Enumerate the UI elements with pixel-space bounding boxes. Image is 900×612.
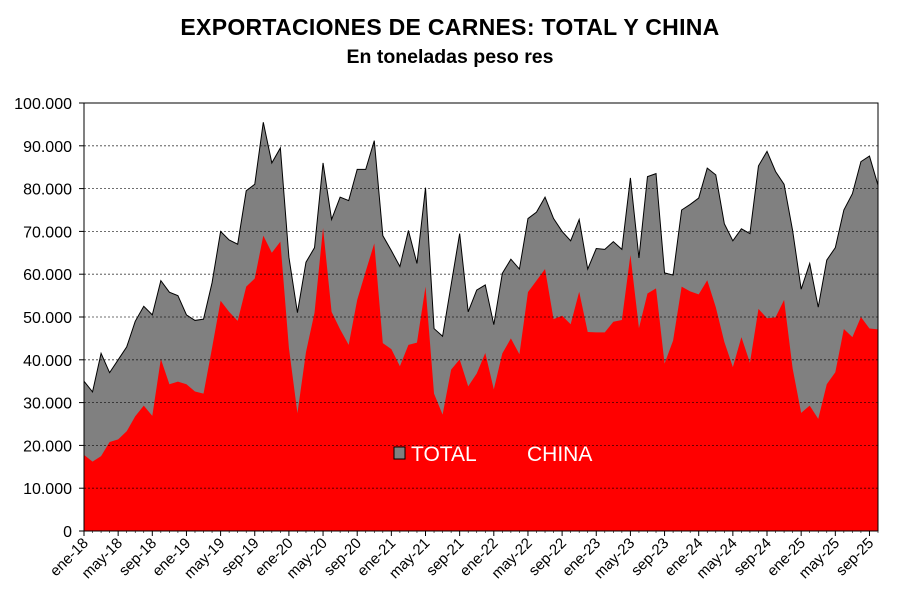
legend-label-china: CHINA (527, 443, 592, 466)
y-tick-label: 40.000 (23, 353, 72, 370)
legend: TOTAL CHINA (393, 443, 592, 466)
y-tick-label: 30.000 (23, 396, 72, 413)
x-tick-label: sep-25 (833, 535, 877, 579)
y-tick-label: 20.000 (23, 438, 72, 455)
y-tick-label: 0 (63, 524, 72, 541)
y-tick-label: 80.000 (23, 182, 72, 199)
y-tick-label: 100.000 (14, 96, 72, 113)
y-tick-label: 50.000 (23, 310, 72, 327)
chart-title: EXPORTACIONES DE CARNES: TOTAL Y CHINA (180, 14, 720, 40)
y-tick-label: 70.000 (23, 224, 72, 241)
y-tick-label: 60.000 (23, 267, 72, 284)
y-tick-label: 90.000 (23, 139, 72, 156)
legend-label-total: TOTAL (411, 443, 477, 466)
chart-subtitle: En toneladas peso res (346, 46, 554, 68)
plot-area-border (83, 102, 879, 532)
legend-swatch-total (393, 446, 406, 460)
y-tick-label: 10.000 (23, 481, 72, 498)
series-area-china (84, 227, 878, 532)
